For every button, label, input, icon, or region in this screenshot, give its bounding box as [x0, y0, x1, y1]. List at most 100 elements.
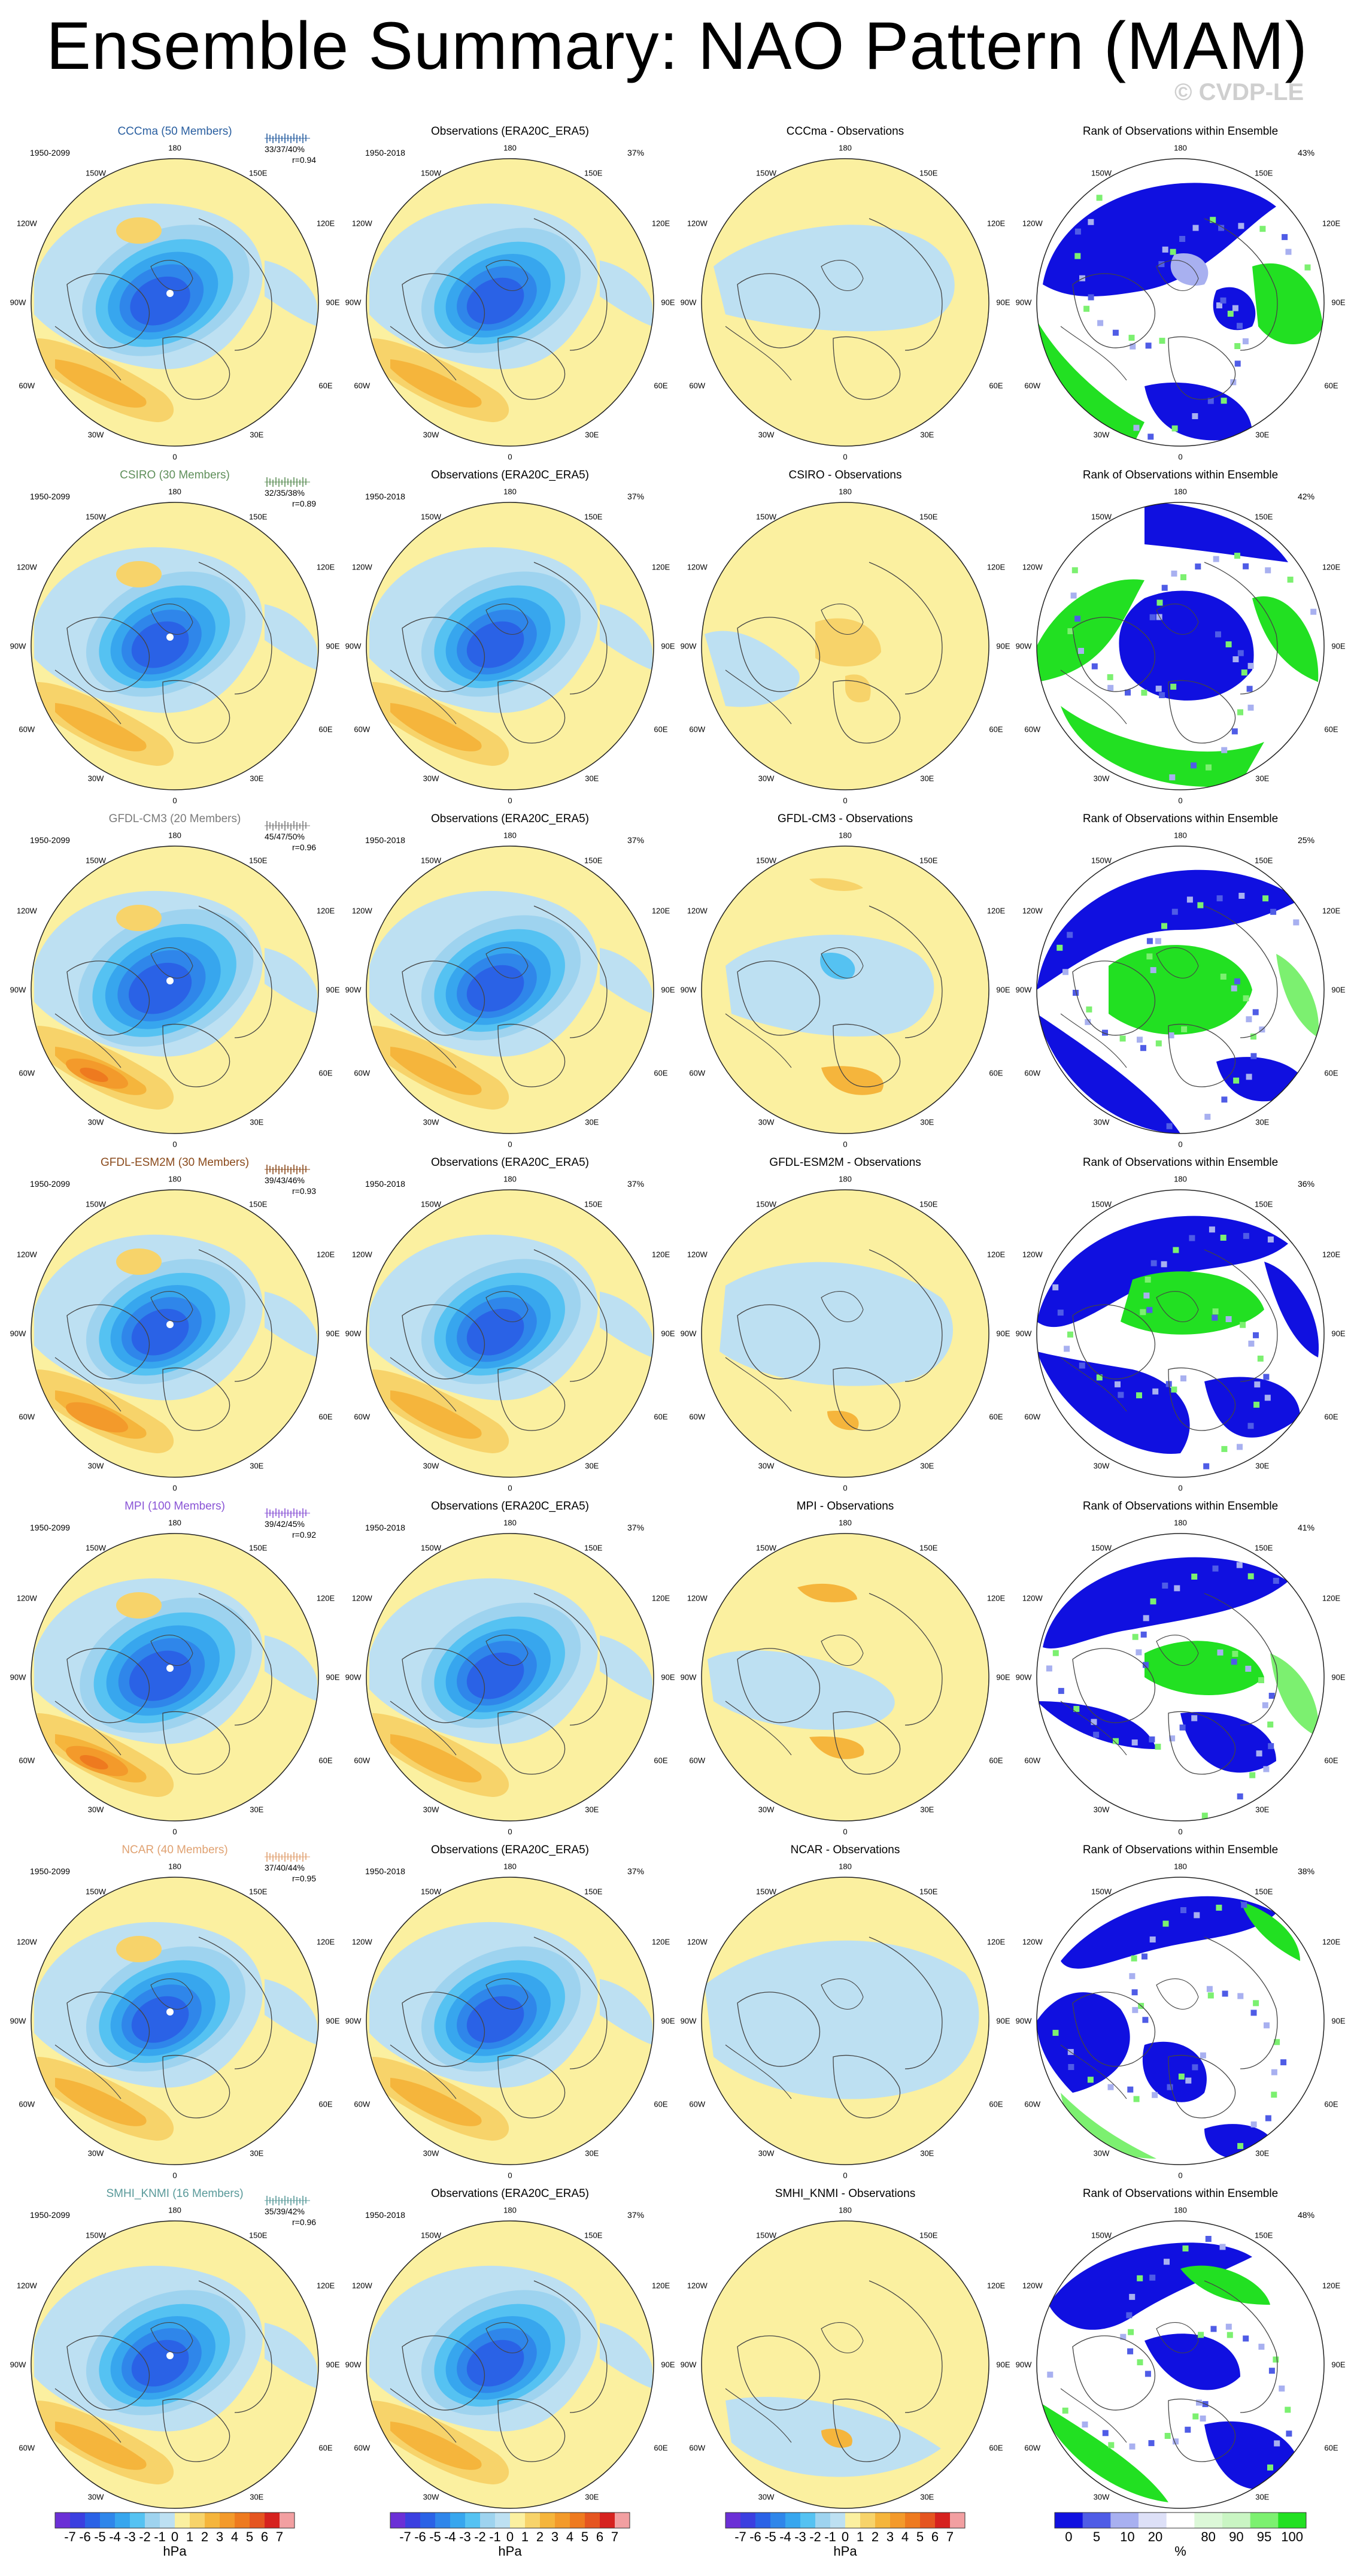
- rank-colorbar-unit-label: %: [1174, 2544, 1186, 2559]
- longitude-label: 60E: [318, 1756, 333, 1765]
- rank-pixel: [1256, 1750, 1262, 1757]
- longitude-label: 90W: [10, 641, 26, 651]
- longitude-label: 120W: [1022, 219, 1043, 228]
- longitude-label: 60E: [1324, 2099, 1338, 2109]
- longitude-label: 0: [1178, 796, 1183, 805]
- coastline: [54, 2044, 122, 2099]
- coastline: [54, 1013, 122, 1068]
- longitude-label: 90E: [1331, 1329, 1346, 1338]
- colorbar-swatch: [1110, 2513, 1139, 2528]
- longitude-label: 180: [503, 2205, 517, 2215]
- coastline: [1156, 947, 1199, 978]
- negative-anomaly-contour: [466, 1652, 524, 1699]
- longitude-label: 90W: [345, 985, 362, 995]
- obs-period-label: 1950-2018: [365, 2210, 405, 2220]
- coastline: [162, 2054, 230, 2119]
- longitude-label: 180: [839, 487, 852, 496]
- longitude-label: 120W: [687, 906, 708, 916]
- longitude-label: 30W: [87, 2492, 104, 2502]
- colorbar-swatch: [190, 2513, 205, 2528]
- model-panel-title: GFDL-CM3 (20 Members): [108, 813, 241, 825]
- longitude-label: 60W: [1024, 1412, 1041, 1422]
- rank-pixel: [1218, 225, 1225, 231]
- longitude-label: 150W: [1091, 1543, 1112, 1553]
- ensemble-spread-glyph: [265, 2196, 310, 2205]
- rank-pixel: [1137, 2359, 1143, 2366]
- positive-anomaly-contour: [116, 561, 162, 587]
- colorbar-tick-label: -1: [824, 2529, 836, 2544]
- negative-anomaly-contour: [466, 2339, 524, 2387]
- rank-pixel: [1052, 2029, 1059, 2036]
- difference-map: [701, 1877, 989, 2165]
- ensemble-spread-glyph: [265, 1508, 310, 1518]
- longitude-label: 120W: [351, 1250, 372, 1259]
- model-correlation-label: r=0.89: [292, 499, 317, 508]
- colorbar-swatch: [920, 2513, 936, 2528]
- rank-pixel: [1118, 1392, 1124, 1398]
- rank-pixel: [1052, 1650, 1059, 1656]
- rank-pixel: [1246, 1074, 1252, 1080]
- coastline: [725, 669, 792, 725]
- rank-pixel: [1062, 969, 1068, 975]
- coastline: [66, 960, 150, 1036]
- coastline: [1060, 1701, 1127, 1756]
- longitude-label: 150W: [86, 1199, 106, 1209]
- negative-anomaly-contour: [466, 1308, 524, 1356]
- longitude-label: 30E: [920, 774, 934, 783]
- coastline: [150, 1291, 193, 1322]
- diff-panel-title: GFDL-ESM2M - Observations: [769, 1156, 921, 1169]
- rank-pixel: [1162, 246, 1168, 253]
- rank-pixel: [1102, 1029, 1108, 1036]
- rank-pixel: [1254, 1381, 1261, 1388]
- colorbar-swatch: [115, 2513, 130, 2528]
- obs-period-label: 1950-2018: [365, 1179, 405, 1189]
- longitude-label: 120E: [986, 219, 1006, 228]
- rank-pixel: [1237, 2142, 1244, 2149]
- longitude-label: 150W: [756, 512, 776, 522]
- rank-pixel: [1088, 219, 1094, 225]
- colorbar-tick-label: 4: [901, 2529, 909, 2544]
- rank-pixel: [1231, 985, 1237, 992]
- positive-anomaly-contour: [116, 217, 162, 244]
- rank-pixel: [1219, 2244, 1226, 2250]
- rank-pixel: [1112, 329, 1119, 336]
- obs-map: [366, 845, 654, 1134]
- rank-pixel: [1310, 608, 1317, 615]
- longitude-label: 30E: [585, 2148, 599, 2158]
- rank-pixel: [1237, 1993, 1244, 1999]
- rank-pixel: [1237, 709, 1243, 716]
- rank-region: [1037, 869, 1300, 990]
- longitude-label: 120W: [351, 2281, 372, 2290]
- colorbar-swatch: [250, 2513, 265, 2528]
- colorbar-tick-label: 1: [856, 2529, 864, 2544]
- rank-pixel: [1131, 1955, 1137, 1962]
- longitude-label: 60W: [19, 725, 35, 734]
- model-period-label: 1950-2099: [30, 148, 70, 157]
- rank-pixel: [1155, 686, 1162, 692]
- longitude-label: 60E: [989, 725, 1003, 734]
- rank-pixel: [1194, 1912, 1200, 1919]
- coastline: [737, 1648, 821, 1723]
- positive-anomaly-contour: [55, 2422, 147, 2470]
- negative-anomaly-contour: [130, 276, 190, 326]
- longitude-label: 90E: [1331, 2016, 1346, 2026]
- longitude-label: 150E: [919, 2230, 938, 2240]
- longitude-label: 90W: [1015, 985, 1032, 995]
- longitude-label: 30W: [423, 430, 439, 440]
- negative-anomaly-region: [600, 948, 652, 1014]
- rank-pixel: [1250, 1034, 1256, 1040]
- coastline: [1204, 562, 1278, 695]
- coastline: [1072, 2335, 1156, 2411]
- pole-marker: [166, 1321, 174, 1328]
- longitude-label: 60W: [689, 725, 706, 734]
- longitude-label: 180: [839, 2205, 852, 2215]
- longitude-label: 60W: [19, 1756, 35, 1765]
- longitude-label: 60W: [19, 2443, 35, 2453]
- positive-anomaly-contour: [116, 1936, 162, 1962]
- coastline: [1156, 1291, 1199, 1322]
- longitude-label: 0: [508, 1827, 512, 1836]
- rank-pixel: [1237, 1793, 1243, 1800]
- coastline: [402, 617, 485, 692]
- rank-colorbar-tick-label: 80: [1201, 2529, 1216, 2544]
- rank-pixel: [1270, 908, 1277, 915]
